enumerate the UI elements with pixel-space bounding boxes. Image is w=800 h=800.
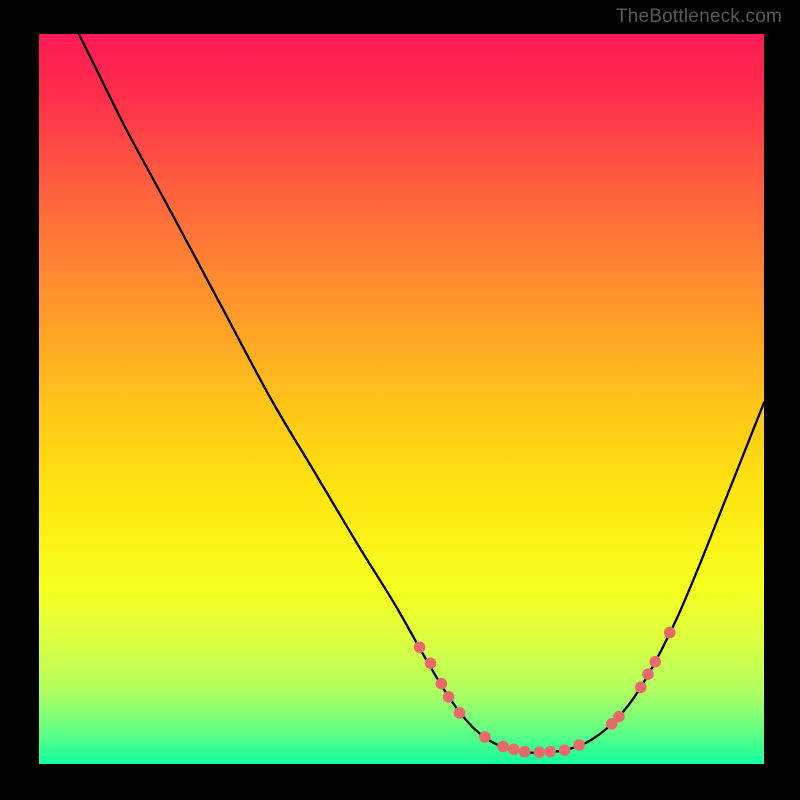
data-marker: [649, 656, 661, 668]
data-marker: [443, 691, 455, 703]
data-marker: [436, 678, 448, 690]
data-marker: [642, 668, 654, 680]
data-marker: [414, 641, 426, 653]
data-marker: [613, 711, 625, 723]
watermark: TheBottleneck.com: [616, 6, 782, 28]
data-marker: [573, 739, 585, 751]
data-marker: [454, 707, 466, 719]
data-marker: [479, 731, 491, 743]
data-marker: [664, 627, 676, 639]
data-marker: [533, 747, 545, 759]
data-marker: [508, 744, 520, 756]
data-marker: [559, 744, 571, 756]
data-marker: [425, 657, 437, 669]
data-marker: [519, 746, 531, 758]
data-marker: [544, 746, 556, 758]
data-marker: [497, 741, 509, 753]
plot-overlay: [39, 34, 764, 764]
bottleneck-curve-chart: [39, 34, 764, 764]
data-marker: [635, 682, 647, 694]
